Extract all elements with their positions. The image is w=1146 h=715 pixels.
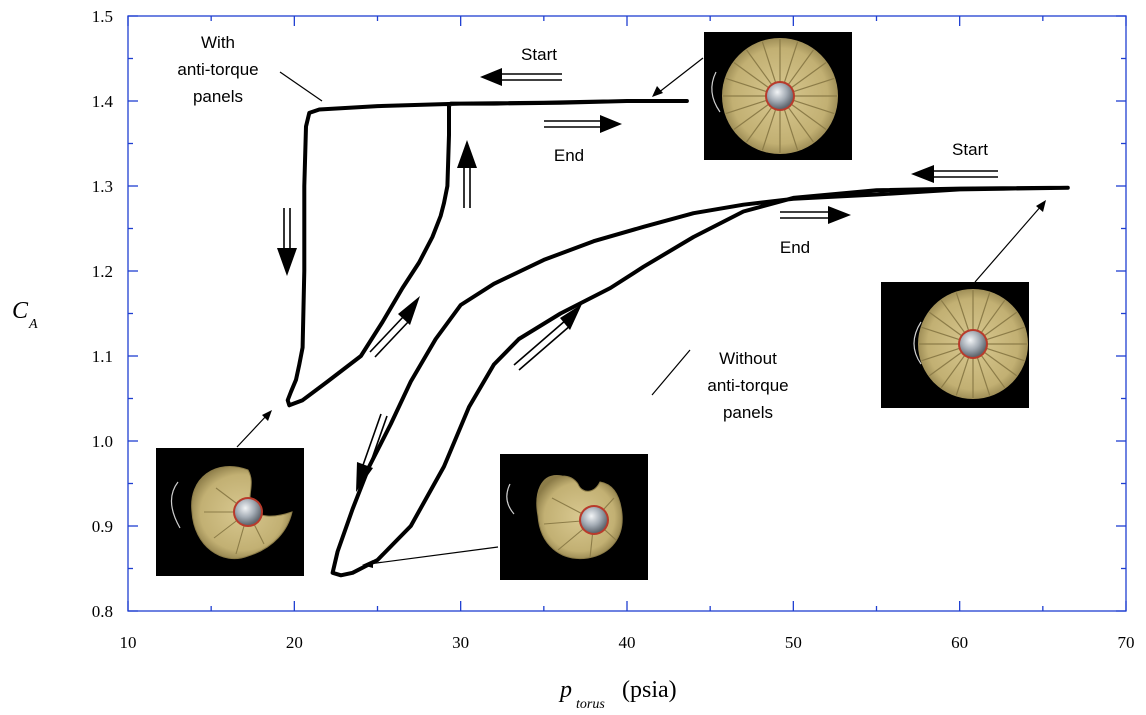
start-label-upper: Start [521, 45, 557, 64]
gore-line [761, 41, 777, 83]
y-axis-title: C A [12, 298, 38, 332]
pointer-arrow-photo-bottom-head [362, 560, 373, 568]
x-tick-label-6: 70 [1118, 633, 1135, 652]
direction-arrow-diag-down [356, 413, 388, 492]
with-panels-label: With anti-torque panels [177, 33, 258, 106]
gore-line [928, 351, 963, 377]
end-label-lower: End [780, 238, 810, 257]
gore-line [940, 299, 966, 334]
y-tick-label-3: 1.1 [92, 347, 113, 366]
gore-line [976, 292, 991, 331]
gore-line [955, 357, 970, 396]
with-label-line1: With [201, 33, 235, 52]
direction-arrow-diag-up-2 [513, 304, 582, 371]
y-tick-label-4: 1.2 [92, 262, 113, 281]
gore-line [921, 347, 960, 362]
pointer-arrow-photo-top-head [652, 86, 663, 97]
x-tick-label-3: 40 [619, 633, 636, 652]
gore-line [783, 109, 799, 151]
y-tick-label-7: 1.5 [92, 7, 113, 26]
x-tick-label-5: 60 [951, 633, 968, 652]
end-label-upper: End [554, 146, 584, 165]
gore-line [983, 351, 1018, 377]
pointer-arrow-photo-right [974, 204, 1043, 283]
gore-line [980, 354, 1006, 389]
x-tick-label-2: 30 [452, 633, 469, 652]
series-line-without-panels [330, 185, 1070, 578]
gore-line [955, 292, 970, 331]
y-axis-symbol: C [12, 298, 29, 324]
gore-line [746, 49, 773, 86]
direction-arrow-start-upper [480, 68, 562, 86]
pointer-arrow-photo-left [236, 413, 269, 448]
gore-line [790, 103, 827, 130]
gore-line [733, 103, 770, 130]
y-tick-label-0: 0.8 [92, 602, 113, 621]
without-panels-label: Without anti-torque panels [707, 349, 788, 422]
gore-line [790, 62, 827, 89]
direction-arrow-end-upper [544, 115, 622, 133]
canopy-photo-collapsed [500, 454, 648, 580]
pointer-arrow-photo-right-head [1036, 200, 1046, 212]
direction-arrow-end-lower [780, 206, 851, 224]
with-label-line3: panels [193, 87, 243, 106]
y-tick-label-2: 1.0 [92, 432, 113, 451]
gore-line [986, 347, 1025, 362]
y-tick-label-5: 1.3 [92, 177, 113, 196]
direction-arrow-up-right [457, 140, 477, 208]
x-axis-title: p torus (psia) [558, 677, 677, 712]
photo-pointer-arrows [236, 57, 1046, 568]
without-label-line1: Without [719, 349, 777, 368]
canopy-photo-full-with-panels [704, 32, 852, 160]
gore-line [725, 99, 767, 115]
gore-line [986, 326, 1025, 341]
without-label-line2: anti-torque [707, 376, 788, 395]
x-tick-label-4: 50 [785, 633, 802, 652]
x-tick-label-0: 10 [120, 633, 137, 652]
direction-arrow-start-lower [911, 165, 998, 183]
pointer-arrow-photo-left-head [262, 410, 272, 421]
gore-line [793, 77, 835, 93]
tick-labels: 10 20 30 40 50 60 70 0.8 0.9 1.0 1.1 1.2 1.3 1.4 1.5 [92, 7, 1135, 652]
axis-ticks [127, 15, 1127, 612]
without-label-line3: panels [723, 403, 773, 422]
gore-line [725, 77, 767, 93]
gore-line [783, 41, 799, 83]
gore-line [787, 49, 814, 86]
leader-with-label [279, 71, 323, 102]
leader-without-label [651, 349, 691, 396]
canopy-photo-partial-collapse [156, 448, 304, 576]
y-axis-subscript: A [28, 317, 38, 332]
gore-line [928, 311, 963, 337]
gore-line [793, 99, 835, 115]
gore-line [983, 311, 1018, 337]
with-label-line2: anti-torque [177, 60, 258, 79]
x-axis-subscript: torus [576, 697, 605, 712]
series-line-with-panels [285, 99, 689, 408]
gore-line [980, 299, 1006, 334]
y-tick-label-6: 1.4 [92, 92, 114, 111]
direction-arrow-down-left [277, 208, 297, 276]
direction-arrows [277, 68, 998, 492]
gore-line [787, 106, 814, 143]
pointer-arrow-photo-top [657, 57, 704, 94]
direction-arrow-diag-up-1 [369, 296, 420, 358]
y-tick-label-1: 0.9 [92, 517, 113, 536]
gore-line [746, 106, 773, 143]
start-label-lower: Start [952, 140, 988, 159]
x-axis-unit: (psia) [622, 677, 677, 703]
gore-line [733, 62, 770, 89]
leader-lines [279, 71, 691, 396]
gore-line [761, 109, 777, 151]
pointer-arrow-photo-bottom [368, 546, 499, 565]
x-axis-symbol: p [558, 677, 572, 703]
gore-line [921, 326, 960, 341]
gore-line [940, 354, 966, 389]
gore-line [976, 357, 991, 396]
x-tick-label-1: 20 [286, 633, 303, 652]
canopy-photo-full-without-panels [881, 282, 1029, 408]
